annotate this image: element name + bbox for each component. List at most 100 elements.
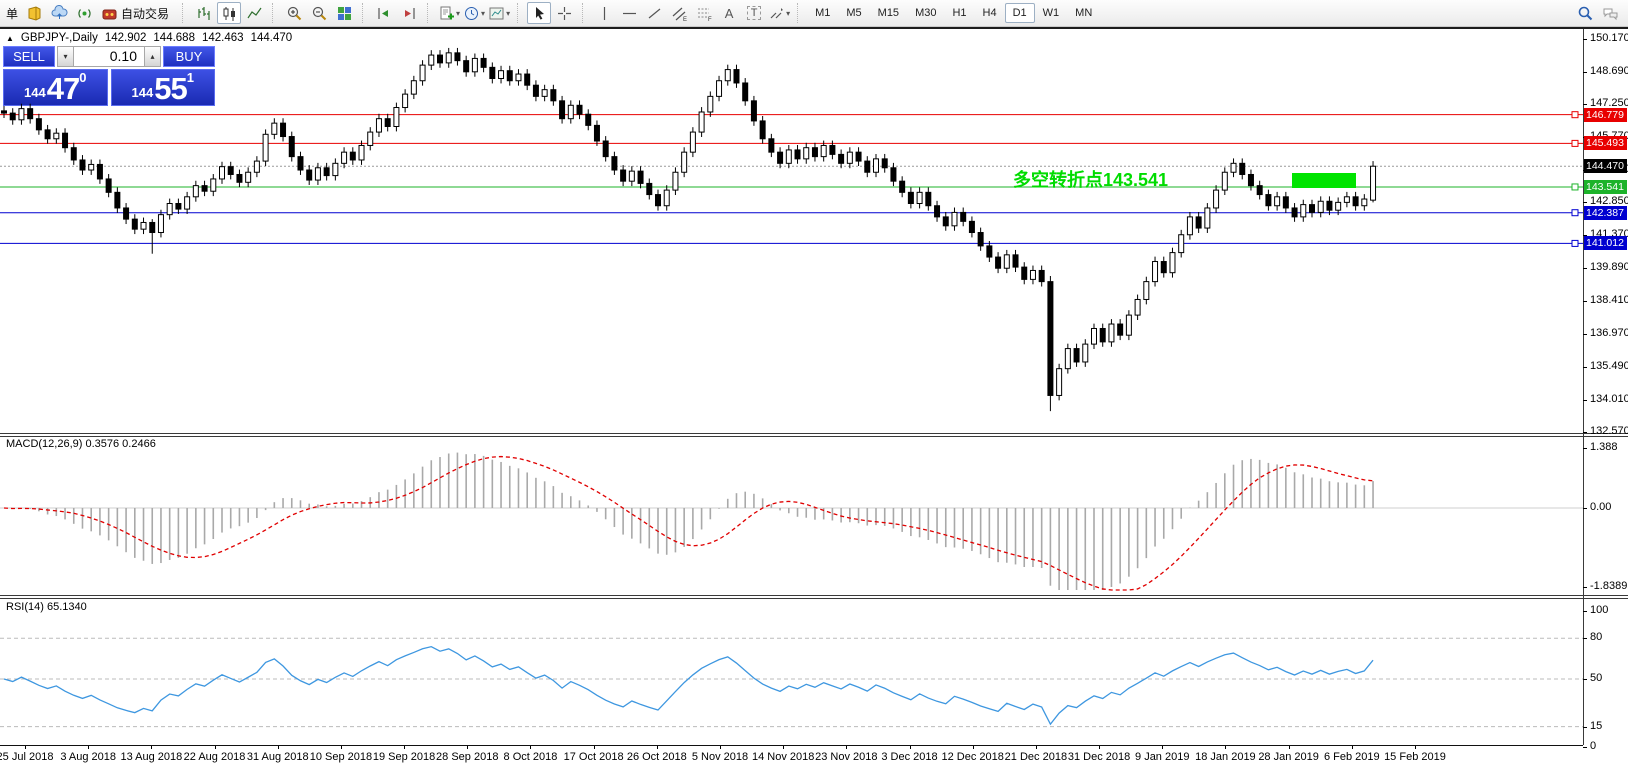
chat-icon[interactable] xyxy=(1602,5,1619,22)
date-axis-label: 25 Jul 2018 xyxy=(0,751,54,763)
date-axis-label: 17 Oct 2018 xyxy=(563,751,624,763)
price-axis[interactable]: 150.170148.690147.250145.770144.290142.8… xyxy=(1583,0,1628,773)
sell-price-button[interactable]: 144 47 0 xyxy=(3,69,108,106)
auto-trading-label: 自动交易 xyxy=(121,6,170,21)
panel-divider[interactable] xyxy=(0,433,1628,434)
date-tick xyxy=(1225,746,1227,749)
fibonacci-button[interactable]: F xyxy=(692,2,716,24)
timeframe-button-d1[interactable]: D1 xyxy=(1004,3,1035,23)
macd-panel[interactable] xyxy=(0,437,1583,593)
toolbar-separator xyxy=(362,3,367,23)
toolbar-separator xyxy=(182,3,187,23)
search-icon[interactable] xyxy=(1577,5,1594,22)
buy-price-button[interactable]: 144 55 1 xyxy=(110,69,215,106)
auto-trading-button[interactable]: 自动交易 xyxy=(97,2,176,24)
dropdown-arrow-icon: ▾ xyxy=(506,8,511,18)
panel-divider[interactable] xyxy=(0,595,1628,596)
svg-text:F: F xyxy=(708,17,712,22)
axis-tick xyxy=(1583,104,1587,106)
volume-increase-button[interactable]: ▴ xyxy=(144,46,161,67)
notebook-icon xyxy=(28,5,41,21)
buy-button[interactable]: BUY xyxy=(163,46,215,67)
svg-text:E: E xyxy=(683,17,687,22)
zoom-in-button[interactable] xyxy=(282,2,306,24)
sell-button[interactable]: SELL xyxy=(3,46,55,67)
price-axis-label: 138.410 xyxy=(1590,294,1628,307)
price-axis-label: 15 xyxy=(1590,719,1603,732)
auto-scroll-button[interactable] xyxy=(372,2,396,24)
chart-shift-button[interactable] xyxy=(397,2,421,24)
date-axis-label: 14 Nov 2018 xyxy=(751,751,815,763)
cloud-upload-icon[interactable] xyxy=(47,2,71,24)
timeframe-button-h1[interactable]: H1 xyxy=(952,7,967,19)
chart-header: ▲ GBPJPY-,Daily 142.902 144.688 142.463 … xyxy=(6,32,292,44)
periods-button[interactable]: ▾ xyxy=(462,2,486,24)
templates-button[interactable]: ▾ xyxy=(487,2,511,24)
timeframe-button-h4[interactable]: H4 xyxy=(982,7,997,19)
date-tick xyxy=(151,746,153,749)
chart-rectangle-object[interactable] xyxy=(1292,173,1356,188)
text-label-tool-button[interactable]: T xyxy=(742,2,766,24)
horizontal-line-button[interactable] xyxy=(617,2,641,24)
trendline-button[interactable] xyxy=(642,2,666,24)
timeframe-button-mn[interactable]: MN xyxy=(1075,7,1093,19)
date-axis[interactable]: 25 Jul 2018 3 Aug 2018 13 Aug 2018 22 Aug 2… xyxy=(0,745,1583,773)
date-tick xyxy=(530,746,532,749)
indicators-button[interactable]: ▾ xyxy=(437,2,461,24)
toolbar-separator xyxy=(582,3,587,23)
buy-price-sup: 1 xyxy=(186,70,194,85)
axis-tick xyxy=(1583,679,1587,680)
ohlc-high: 144.688 xyxy=(153,32,195,44)
timeframe-button-m5[interactable]: M5 xyxy=(846,7,862,19)
order-label[interactable]: 单 xyxy=(6,6,19,21)
rsi-panel[interactable] xyxy=(0,599,1583,745)
date-axis-label: 5 Nov 2018 xyxy=(691,751,749,763)
vertical-line-button[interactable] xyxy=(592,2,616,24)
volume-input[interactable]: 0.10 xyxy=(74,46,144,67)
date-axis-label: 12 Dec 2018 xyxy=(941,751,1004,763)
axis-tick xyxy=(1583,638,1587,640)
text-tool-button[interactable]: A xyxy=(717,2,741,24)
sell-price-sup: 0 xyxy=(79,70,87,85)
auto-trading-icon xyxy=(102,9,117,19)
line-chart-button[interactable] xyxy=(242,2,266,24)
timeframe-button-m15[interactable]: M15 xyxy=(877,7,900,19)
bar-chart-button[interactable] xyxy=(192,2,216,24)
date-tick xyxy=(340,746,342,749)
candlestick-chart-button[interactable] xyxy=(217,2,242,24)
collapse-panel-icon[interactable]: ▲ xyxy=(6,33,14,43)
volume-decrease-button[interactable]: ▾ xyxy=(57,46,74,67)
tile-windows-button[interactable] xyxy=(332,2,356,24)
dropdown-arrow-icon: ▾ xyxy=(456,8,461,18)
cloud-icon xyxy=(51,4,68,19)
date-axis-label: 21 Dec 2018 xyxy=(1004,751,1068,763)
date-axis-label: 9 Jan 2019 xyxy=(1135,751,1190,763)
price-chart[interactable] xyxy=(0,30,1583,433)
toolbar-separator xyxy=(272,3,277,23)
arrows-tool-button[interactable]: ▾ xyxy=(767,2,791,24)
one-click-trading-panel: SELL ▾ 0.10 ▴ BUY 144 47 0 144 55 1 xyxy=(3,46,215,106)
timeframe-button-w1[interactable]: W1 xyxy=(1042,7,1060,19)
panel-divider[interactable] xyxy=(0,598,1628,599)
radio-signal-icon xyxy=(77,8,91,18)
date-tick xyxy=(1099,746,1101,749)
axis-tick xyxy=(1583,268,1587,270)
date-axis-label: 28 Sep 2018 xyxy=(436,751,499,763)
zoom-out-button[interactable] xyxy=(307,2,331,24)
price-axis-label: 0 xyxy=(1590,740,1597,752)
price-line-label: 143.541 xyxy=(1584,179,1627,194)
equidistant-channel-button[interactable]: E xyxy=(667,2,691,24)
cursor-button[interactable] xyxy=(527,2,552,24)
new-order-icon[interactable] xyxy=(22,2,46,24)
crosshair-button[interactable] xyxy=(552,2,576,24)
timeframe-button-m1[interactable]: M1 xyxy=(815,7,831,19)
price-line-label: 145.493 xyxy=(1584,136,1627,151)
price-axis-label: 150.170 xyxy=(1590,32,1628,44)
chart-text-annotation[interactable]: 多空转折点143.541 xyxy=(1013,170,1169,190)
timeframe-button-m30[interactable]: M30 xyxy=(915,7,937,19)
panel-divider[interactable] xyxy=(0,436,1628,437)
price-axis-label: 0.00 xyxy=(1590,501,1612,513)
date-axis-border xyxy=(0,745,1583,746)
signal-icon[interactable] xyxy=(72,2,96,24)
axis-tick xyxy=(1583,448,1587,450)
